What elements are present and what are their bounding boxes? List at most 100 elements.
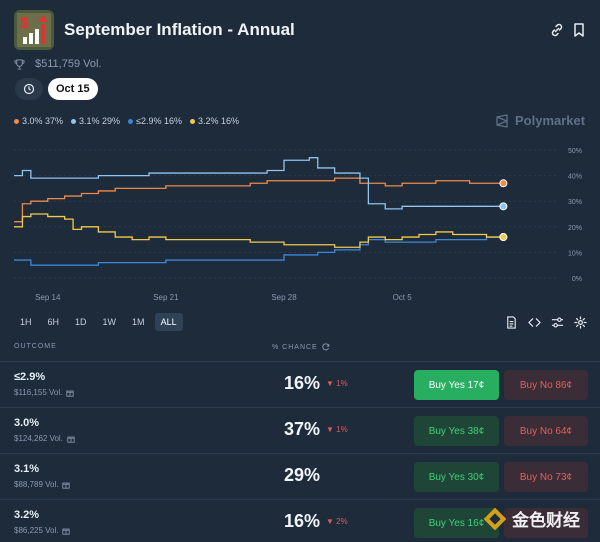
y-tick-label: 40% xyxy=(568,174,582,181)
series-line xyxy=(14,213,504,248)
series-line xyxy=(14,157,504,210)
bookmark-icon[interactable] xyxy=(571,22,587,38)
outcome-volume-text: $86,225 Vol. xyxy=(14,526,59,535)
settings-gear-icon[interactable] xyxy=(574,316,587,329)
code-icon[interactable] xyxy=(528,316,541,329)
svg-text:$: $ xyxy=(20,15,29,32)
market-logo: $ xyxy=(14,10,54,50)
outcome-volume-text: $124,262 Vol. xyxy=(14,434,63,443)
volume-text: $511,759 Vol. xyxy=(35,58,102,70)
outcome-chance: 16% xyxy=(284,373,321,393)
x-tick-label: Sep 28 xyxy=(271,293,297,302)
y-tick-label: 10% xyxy=(568,250,582,257)
gift-icon xyxy=(67,436,75,443)
outcome-volume: $86,225 Vol. xyxy=(14,526,71,535)
watermark: 金色财经 xyxy=(484,506,580,531)
outcome-volume: $116,155 Vol. xyxy=(14,388,74,397)
range-1m[interactable]: 1M xyxy=(132,317,145,327)
range-1w[interactable]: 1W xyxy=(102,317,117,327)
date-chip[interactable]: Oct 15 xyxy=(48,78,98,100)
sliders-icon[interactable] xyxy=(551,316,564,329)
buy-yes-button[interactable]: Buy Yes 38¢ xyxy=(414,416,499,446)
watermark-text: 金色财经 xyxy=(512,511,580,530)
buy-yes-button[interactable]: Buy Yes 17¢ xyxy=(414,370,499,400)
clock-icon xyxy=(23,83,35,95)
outcome-row[interactable]: 3.1% $88,789 Vol. 29% Buy Yes 30¢ Buy No 73¢ xyxy=(0,453,600,499)
buy-yes-button[interactable]: Buy Yes 16¢ xyxy=(414,508,499,538)
x-tick-label: Sep 14 xyxy=(35,293,61,302)
buy-no-button[interactable]: Buy No 64¢ xyxy=(504,416,588,446)
chance-change: ▼ 2% xyxy=(326,517,348,526)
document-icon[interactable] xyxy=(505,316,518,329)
series-endpoint xyxy=(499,202,508,211)
outcome-name: 3.1% xyxy=(14,463,40,475)
legend-dot xyxy=(71,118,77,124)
legend-item: 3.0% 37% xyxy=(14,116,63,126)
buy-yes-button[interactable]: Buy Yes 30¢ xyxy=(414,462,499,492)
gift-icon xyxy=(62,482,71,489)
chance-column-header: % CHANCE xyxy=(272,343,330,351)
series-line xyxy=(14,236,504,266)
refresh-icon[interactable] xyxy=(322,343,330,351)
outcome-chance: 29% xyxy=(284,465,321,485)
range-6h[interactable]: 6H xyxy=(47,317,60,327)
polymarket-brand: Polymarket xyxy=(495,113,585,128)
outcomes-table-header: OUTCOME % CHANCE xyxy=(14,343,586,357)
chance-change-value: 1% xyxy=(336,379,348,388)
outcome-name: ≤2.9% xyxy=(14,371,46,383)
range-all[interactable]: ALL xyxy=(154,313,183,331)
legend-label: 3.2% 16% xyxy=(198,116,240,126)
outcome-chance: 37% xyxy=(284,419,321,439)
legend-dot xyxy=(128,118,134,124)
outcome-volume-text: $116,155 Vol. xyxy=(14,388,63,397)
series-line xyxy=(14,177,504,223)
outcome-row[interactable]: 3.2% $86,225 Vol. 16% ▼ 2% Buy Yes 16¢ xyxy=(0,499,600,542)
outcome-chance: 16% xyxy=(284,511,321,531)
outcome-row[interactable]: 3.0% $124,262 Vol. 37% ▼ 1% Buy Yes 38¢ Buy N… xyxy=(0,407,600,453)
x-tick-label: Oct 5 xyxy=(393,293,413,302)
series-endpoint xyxy=(499,233,508,242)
y-tick-label: 0% xyxy=(572,276,582,283)
range-1d[interactable]: 1D xyxy=(75,317,87,327)
jinse-logo-icon xyxy=(484,507,506,530)
market-title: September Inflation - Annual xyxy=(64,20,295,39)
chance-change-value: 2% xyxy=(336,517,348,526)
buy-no-button[interactable]: Buy No 73¢ xyxy=(504,462,588,492)
link-icon[interactable] xyxy=(549,22,565,38)
outcome-volume: $88,789 Vol. xyxy=(14,480,71,489)
x-tick-label: Sep 21 xyxy=(153,293,179,302)
outcome-name: 3.0% xyxy=(14,417,40,429)
chart-tools xyxy=(505,316,587,329)
outcome-row[interactable]: ≤2.9% $116,155 Vol. 16% ▼ 1% Buy Yes 17¢ Buy … xyxy=(0,361,600,407)
brand-name: Polymarket xyxy=(515,113,586,128)
market-volume: $511,759 Vol. xyxy=(14,58,101,70)
polymarket-logo-icon xyxy=(496,113,508,128)
buy-no-button[interactable]: Buy No 86¢ xyxy=(504,370,588,400)
legend-label: 3.1% 29% xyxy=(79,116,121,126)
gift-icon xyxy=(62,528,71,535)
y-tick-label: 50% xyxy=(568,148,582,155)
legend-item: 3.2% 16% xyxy=(190,116,239,126)
legend-label: ≤2.9% 16% xyxy=(136,116,183,126)
buy-no-button[interactable] xyxy=(504,508,588,538)
outcome-name: 3.2% xyxy=(14,509,40,521)
outcome-volume-text: $88,789 Vol. xyxy=(14,480,59,489)
legend-item: 3.1% 29% xyxy=(71,116,120,126)
range-1h[interactable]: 1H xyxy=(20,317,32,327)
y-tick-label: 20% xyxy=(568,225,582,232)
chance-header-label: % CHANCE xyxy=(272,343,318,351)
outcome-volume: $124,262 Vol. xyxy=(14,434,75,443)
gift-icon xyxy=(66,390,74,397)
history-button[interactable] xyxy=(15,78,43,100)
y-tick-label: 30% xyxy=(568,199,582,206)
chance-change-value: 1% xyxy=(336,425,348,434)
legend-dot xyxy=(14,118,19,124)
trophy-icon xyxy=(14,58,25,70)
chart-legend: 3.0% 37% 3.1% 29% ≤2.9% 16% 3.2% 16% xyxy=(14,116,239,126)
price-chart: 0% 10% 20% 30% 40% 50% Sep 14 Sep 21 Sep 28 Oct 5 xyxy=(14,148,582,302)
time-range-selector: 1H 6H 1D 1W 1M ALL xyxy=(14,313,183,331)
legend-item: ≤2.9% 16% xyxy=(128,116,182,126)
chance-change: ▼ 1% xyxy=(326,379,348,388)
market-header: $ September Inflation - Annual xyxy=(14,10,586,50)
legend-dot xyxy=(190,118,196,124)
